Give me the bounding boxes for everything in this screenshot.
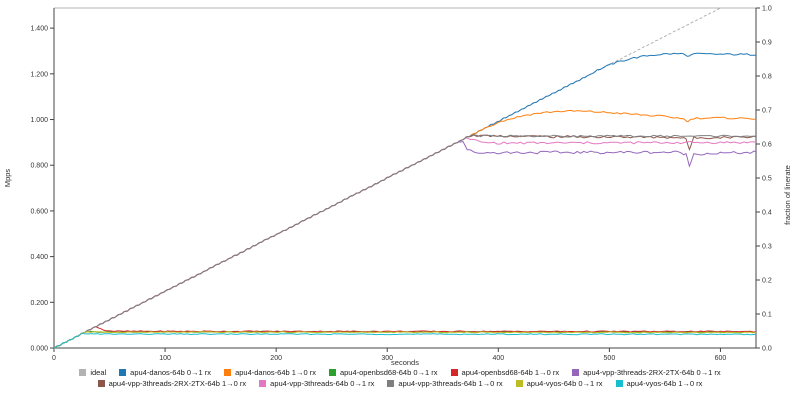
x-axis-label: seconds (391, 358, 419, 367)
y-right-tick-label: 0.7 (762, 108, 772, 115)
y-right-tick-label: 0.5 (762, 176, 772, 183)
legend-row: apu4-vpp-3threads-2RX-2TX-64b 1→0 rx apu4… (97, 379, 703, 388)
y-right-tick-label: 0.4 (762, 210, 772, 217)
legend-swatch-icon (79, 369, 87, 376)
legend-swatch-icon (450, 369, 458, 376)
legend-label: ideal (90, 368, 107, 377)
y-right-tick-label: 0.2 (762, 278, 772, 285)
series-line (53, 140, 757, 349)
y-axis-label-right: fraction of linerate (783, 165, 792, 225)
x-tick-label: 500 (604, 355, 616, 362)
y-right-tick-label: 0.9 (762, 40, 772, 47)
legend-item: apu4-openbsd68-64b 0→1 rx (328, 368, 438, 377)
x-tick-label: 100 (159, 355, 171, 362)
plot-frame (53, 7, 757, 349)
legend-item: apu4-danos-64b 1→0 rx (224, 368, 316, 377)
legend-swatch-icon (119, 369, 127, 376)
legend-item: apu4-vpp-3threads-2RX-2TX-64b 1→0 rx (97, 379, 247, 388)
x-tick-label: 200 (270, 355, 282, 362)
y-left-tick-label: 1.200 (30, 71, 48, 78)
legend-label: apu4-openbsd68-64b 1→0 rx (461, 368, 560, 377)
legend-swatch-icon (615, 380, 623, 387)
series-line (53, 137, 757, 349)
legend-item: apu4-vpp-3threads-64b 0→1 rx (259, 379, 374, 388)
legend-label: apu4-vpp-3threads-2RX-2TX-64b 0→1 rx (583, 368, 721, 377)
series-line (53, 331, 757, 349)
y-right-tick-label: 1.0 (762, 6, 772, 13)
legend-item: apu4-vpp-3threads-64b 1→0 rx (387, 379, 503, 388)
x-tick-label: 300 (381, 355, 393, 362)
legend-item: apu4-vyos-64b 0→1 rx (515, 379, 603, 388)
legend-label: apu4-vpp-3threads-64b 0→1 rx (270, 379, 375, 388)
y-right-tick-label: 0.0 (762, 346, 772, 353)
legend-swatch-icon (224, 369, 232, 376)
chart-legend: ideal apu4-danos-64b 0→1 rx apu4-danos-64b… (0, 368, 800, 388)
x-tick-label: 600 (715, 355, 727, 362)
line-chart: 0 100 200 300 400 500 600 0.000 0.200 0.400 0.600 0… (3, 6, 792, 368)
series-line (53, 7, 756, 349)
legend-item: apu4-vyos-64b 1→0 rx (615, 379, 703, 388)
series-line (53, 52, 757, 349)
legend-swatch-icon (259, 380, 267, 387)
axis-ticks: 0 100 200 300 400 500 600 0.000 0.200 0.400 0.600 0… (30, 6, 771, 363)
series-line (53, 134, 757, 349)
legend-swatch-icon (572, 369, 580, 376)
x-tick-label: 0 (52, 355, 56, 362)
y-right-tick-label: 0.1 (762, 312, 772, 319)
y-left-tick-label: 1.000 (30, 117, 48, 124)
y-left-tick-label: 1.400 (30, 26, 48, 33)
series-line (53, 109, 757, 349)
x-tick-label: 400 (492, 355, 504, 362)
legend-swatch-icon (515, 380, 523, 387)
legend-item: apu4-openbsd68-64b 1→0 rx (450, 368, 560, 377)
y-right-tick-label: 0.6 (762, 142, 772, 149)
legend-label: apu4-danos-64b 0→1 rx (130, 368, 212, 377)
legend-swatch-icon (328, 369, 336, 376)
legend-label: apu4-vpp-3threads-64b 1→0 rx (398, 379, 503, 388)
y-right-tick-label: 0.8 (762, 74, 772, 81)
legend-label: apu4-danos-64b 1→0 rx (235, 368, 316, 377)
legend-swatch-icon (97, 380, 105, 387)
series-line (53, 332, 757, 349)
legend-swatch-icon (387, 380, 395, 387)
series-line (53, 326, 757, 349)
legend-item: apu4-danos-64b 0→1 rx (119, 368, 211, 377)
legend-row: ideal apu4-danos-64b 0→1 rx apu4-danos-64b… (79, 368, 721, 377)
legend-label: apu4-vyos-64b 1→0 rx (626, 379, 703, 388)
legend-item: ideal (79, 368, 106, 377)
legend-label: apu4-vpp-3threads-2RX-2TX-64b 1→0 rx (108, 379, 247, 388)
series-line (53, 134, 757, 349)
data-series (53, 7, 757, 349)
y-right-tick-label: 0.3 (762, 244, 772, 251)
y-left-tick-label: 0.000 (30, 346, 48, 353)
y-left-tick-label: 0.600 (30, 208, 48, 215)
y-axis-label-left: Mpps (3, 169, 12, 188)
legend-label: apu4-openbsd68-64b 0→1 rx (339, 368, 438, 377)
y-left-tick-label: 0.400 (30, 254, 48, 261)
legend-label: apu4-vyos-64b 0→1 rx (526, 379, 603, 388)
y-left-tick-label: 0.200 (30, 300, 48, 307)
legend-item: apu4-vpp-3threads-2RX-2TX-64b 0→1 rx (572, 368, 721, 377)
y-left-tick-label: 0.800 (30, 163, 48, 170)
